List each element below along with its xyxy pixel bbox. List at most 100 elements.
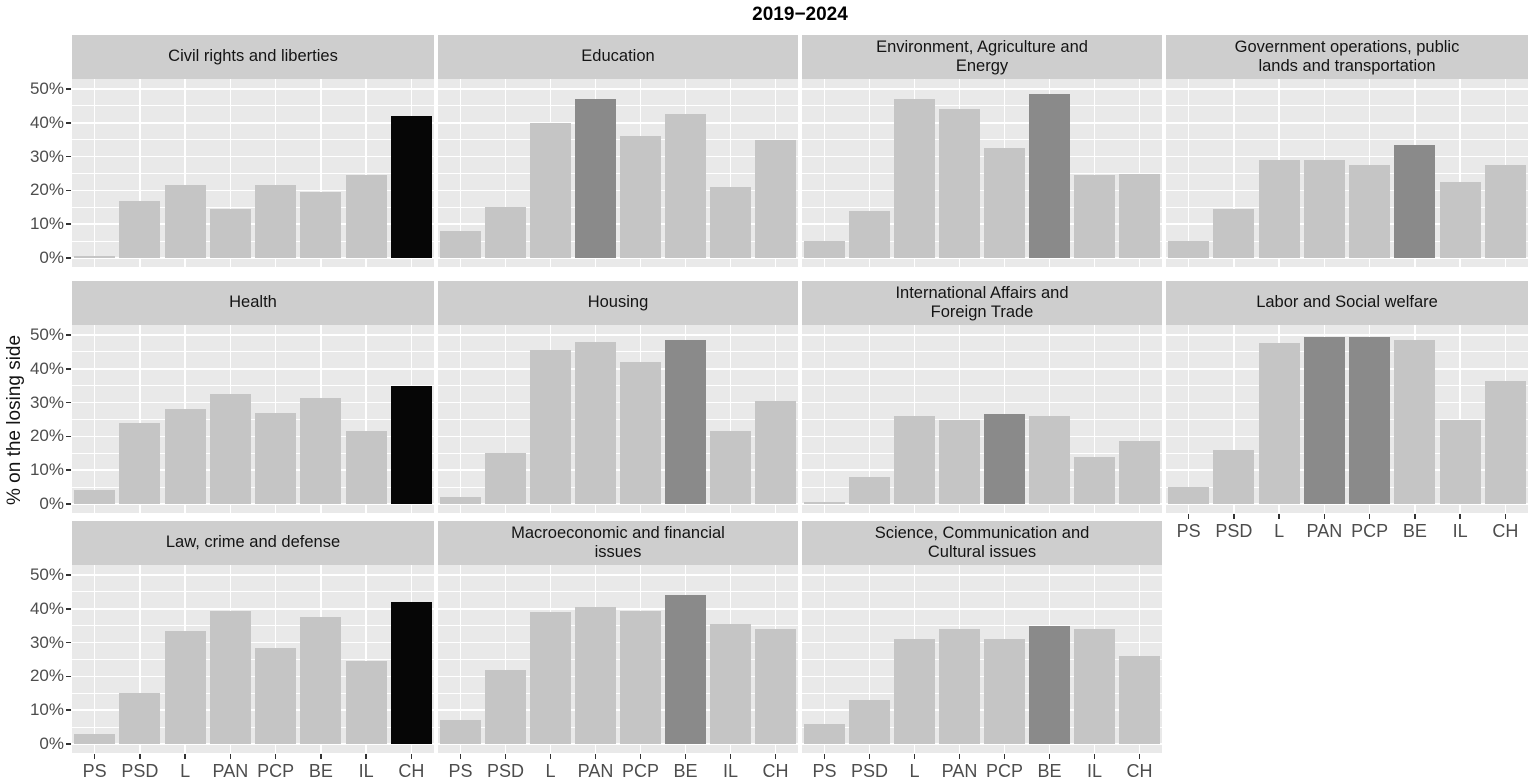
gridline-major: [802, 121, 1162, 124]
y-tick-mark: [66, 88, 71, 90]
gridline-minor: [438, 625, 798, 627]
gridline-minor: [438, 139, 798, 141]
gridline-major: [72, 641, 434, 644]
gridline-major: [1166, 223, 1528, 226]
gridline-major: [438, 435, 798, 438]
x-tick-label-PCP: PCP: [985, 761, 1023, 781]
gridline-vertical: [1233, 79, 1235, 267]
bar-BE: [300, 397, 342, 504]
gridline-major: [72, 257, 434, 259]
facet-panel-education: [438, 79, 798, 267]
gridline-minor: [802, 240, 1162, 242]
x-tick-label-IL: IL: [358, 761, 374, 781]
y-tick-label: 30%: [29, 146, 64, 166]
x-tick-label-IL: IL: [722, 761, 738, 781]
facet-strip-law-crime-and-defense: Law, crime and defense: [72, 521, 434, 565]
gridline-major: [72, 503, 434, 505]
x-tick-label-IL: IL: [1086, 761, 1102, 781]
x-tick-mark: [410, 754, 413, 759]
facet-strip-science-communication-and: Science, Communication and Cultural issu…: [802, 521, 1162, 565]
gridline-major: [438, 574, 798, 576]
bar-PSD: [485, 669, 526, 744]
x-tick-mark: [320, 754, 322, 759]
facet-strip-civil-rights-and-liberties: Civil rights and liberties: [72, 35, 434, 79]
x-tick-mark: [1187, 514, 1190, 519]
gridline-minor: [72, 139, 434, 141]
bar-PCP: [984, 414, 1025, 504]
x-tick-label-PCP: PCP: [1351, 521, 1389, 541]
bar-PAN: [1303, 336, 1345, 504]
gridline-minor: [802, 173, 1162, 174]
gridline-major: [438, 503, 798, 505]
bar-CH: [755, 629, 796, 744]
bar-CH: [755, 139, 796, 258]
bar-PCP: [984, 148, 1025, 258]
y-tick-mark: [66, 368, 71, 370]
gridline-major: [1166, 121, 1528, 124]
y-tick-mark: [66, 608, 71, 610]
gridline-minor: [72, 726, 434, 728]
bar-PSD: [119, 693, 161, 744]
gridline-vertical: [1093, 79, 1096, 267]
gridline-minor: [72, 206, 434, 208]
x-tick-mark: [1093, 754, 1096, 759]
gridline-major: [802, 189, 1162, 192]
gridline-minor: [802, 659, 1162, 660]
x-tick-label-BE: BE: [673, 761, 698, 781]
gridline-major: [802, 503, 1162, 505]
gridline-minor: [802, 726, 1162, 728]
gridline-major: [1166, 189, 1528, 192]
gridline-major: [802, 334, 1162, 336]
bar-PS: [74, 490, 116, 504]
gridline-major: [802, 223, 1162, 226]
bar-L: [1258, 159, 1300, 258]
gridline-major: [802, 743, 1162, 745]
x-tick-mark: [958, 754, 961, 759]
gridline-major: [802, 155, 1162, 158]
x-tick-label-PSD: PSD: [486, 761, 524, 781]
x-tick-label-PS: PS: [448, 761, 473, 781]
gridline-vertical: [365, 325, 367, 513]
x-tick-mark: [1323, 514, 1326, 519]
y-tick-label: 20%: [29, 180, 64, 200]
x-tick-label-BE: BE: [308, 761, 333, 781]
bar-IL: [710, 624, 751, 744]
facet-strip-macroeconomic-and-financial: Macroeconomic and financial issues: [438, 521, 798, 565]
facet-strip-health: Health: [72, 281, 434, 325]
bar-IL: [345, 661, 387, 744]
gridline-vertical: [365, 79, 367, 267]
bar-PS: [804, 723, 845, 744]
gridline-major: [802, 469, 1162, 472]
x-tick-mark: [1504, 514, 1507, 519]
gridline-minor: [438, 105, 798, 107]
gridline-major: [802, 641, 1162, 644]
bar-PCP: [1349, 336, 1391, 504]
facet-strip-labor-and-social-welfare: Labor and Social welfare: [1166, 281, 1528, 325]
bar-L: [530, 122, 571, 258]
y-tick-mark: [66, 401, 71, 404]
y-tick-label: 10%: [29, 700, 64, 720]
x-tick-label-PSD: PSD: [850, 761, 888, 781]
gridline-minor: [438, 419, 798, 420]
gridline-minor: [802, 206, 1162, 208]
bar-PCP: [620, 136, 661, 258]
bar-PCP: [1349, 165, 1391, 258]
bar-PSD: [1213, 449, 1255, 504]
x-tick-mark: [913, 754, 916, 759]
y-tick-mark: [66, 503, 71, 505]
y-tick-mark: [66, 257, 71, 259]
gridline-minor: [72, 105, 434, 107]
gridline-minor: [72, 452, 434, 454]
bar-PS: [440, 230, 481, 258]
gridline-minor: [1166, 206, 1528, 208]
gridline-major: [1166, 367, 1528, 370]
facet-panel-labor-and-social-welfare: [1166, 325, 1528, 513]
gridline-major: [72, 401, 434, 404]
facet-strip-government-operations-public: Government operations, public lands and …: [1166, 35, 1528, 79]
bar-L: [164, 185, 206, 258]
gridline-major: [438, 223, 798, 226]
chart-title: 2019−2024: [752, 4, 848, 25]
gridline-major: [802, 574, 1162, 576]
y-tick-mark: [66, 469, 71, 471]
y-tick-label: 0%: [39, 494, 64, 513]
